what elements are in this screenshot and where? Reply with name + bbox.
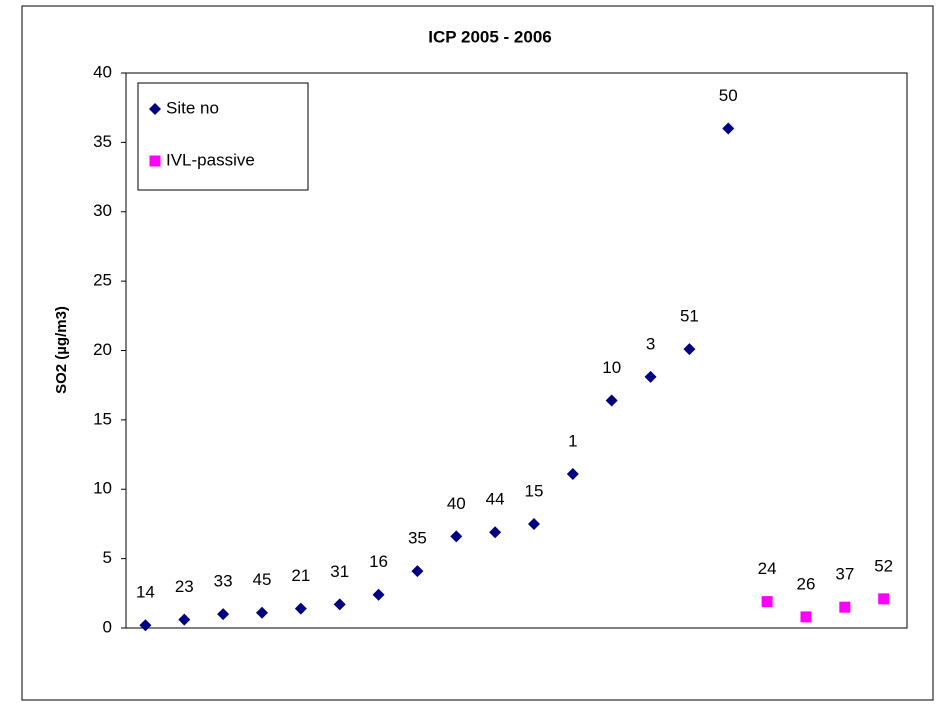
y-axis-label: SO2 (µg/m3) [53, 306, 70, 394]
y-tick-label: 20 [93, 340, 112, 359]
y-tick-label: 10 [93, 479, 112, 498]
point-label: 10 [602, 358, 621, 377]
point [800, 611, 812, 623]
point-label: 51 [680, 307, 699, 326]
point-label: 45 [253, 570, 272, 589]
point-label: 52 [874, 556, 893, 575]
y-tick-label: 40 [93, 62, 112, 81]
point-label: 40 [447, 494, 466, 513]
point [839, 601, 851, 613]
point [372, 588, 385, 601]
point-label: 24 [758, 559, 777, 578]
y-tick-label: 0 [103, 617, 112, 636]
point-label: 44 [486, 490, 505, 509]
y-tick-label: 15 [93, 409, 112, 428]
point [683, 343, 696, 356]
point-label: 50 [719, 86, 738, 105]
point [255, 606, 268, 619]
point [527, 517, 540, 530]
point-label: 14 [136, 583, 155, 602]
point-label: 23 [175, 577, 194, 596]
y-tick-label: 30 [93, 201, 112, 220]
point-label: 1 [568, 431, 577, 450]
point-label: 15 [525, 481, 544, 500]
point-label: 37 [835, 565, 854, 584]
point [178, 613, 191, 626]
point-label: 33 [214, 572, 233, 591]
point [450, 530, 463, 543]
point [566, 467, 579, 480]
point [761, 596, 773, 608]
point [411, 565, 424, 578]
y-tick-label: 25 [93, 271, 112, 290]
legend-label: IVL-passive [166, 150, 255, 169]
point-label: 16 [369, 552, 388, 571]
point [139, 619, 152, 632]
point [333, 598, 346, 611]
y-tick-label: 5 [103, 548, 112, 567]
point-label: 26 [797, 574, 816, 593]
point [722, 122, 735, 135]
point [878, 593, 890, 605]
point [489, 526, 502, 539]
y-tick-label: 35 [93, 132, 112, 151]
point [644, 370, 657, 383]
point [605, 394, 618, 407]
point-label: 35 [408, 529, 427, 548]
point [217, 608, 230, 621]
point [294, 602, 307, 615]
chart-title: ICP 2005 - 2006 [428, 27, 552, 46]
point-label: 31 [330, 562, 349, 581]
legend-marker [149, 155, 161, 167]
legend-marker [149, 103, 161, 115]
legend-label: Site no [166, 98, 219, 117]
legend-box [137, 82, 309, 191]
point-label: 21 [291, 566, 310, 585]
point-label: 3 [646, 334, 655, 353]
